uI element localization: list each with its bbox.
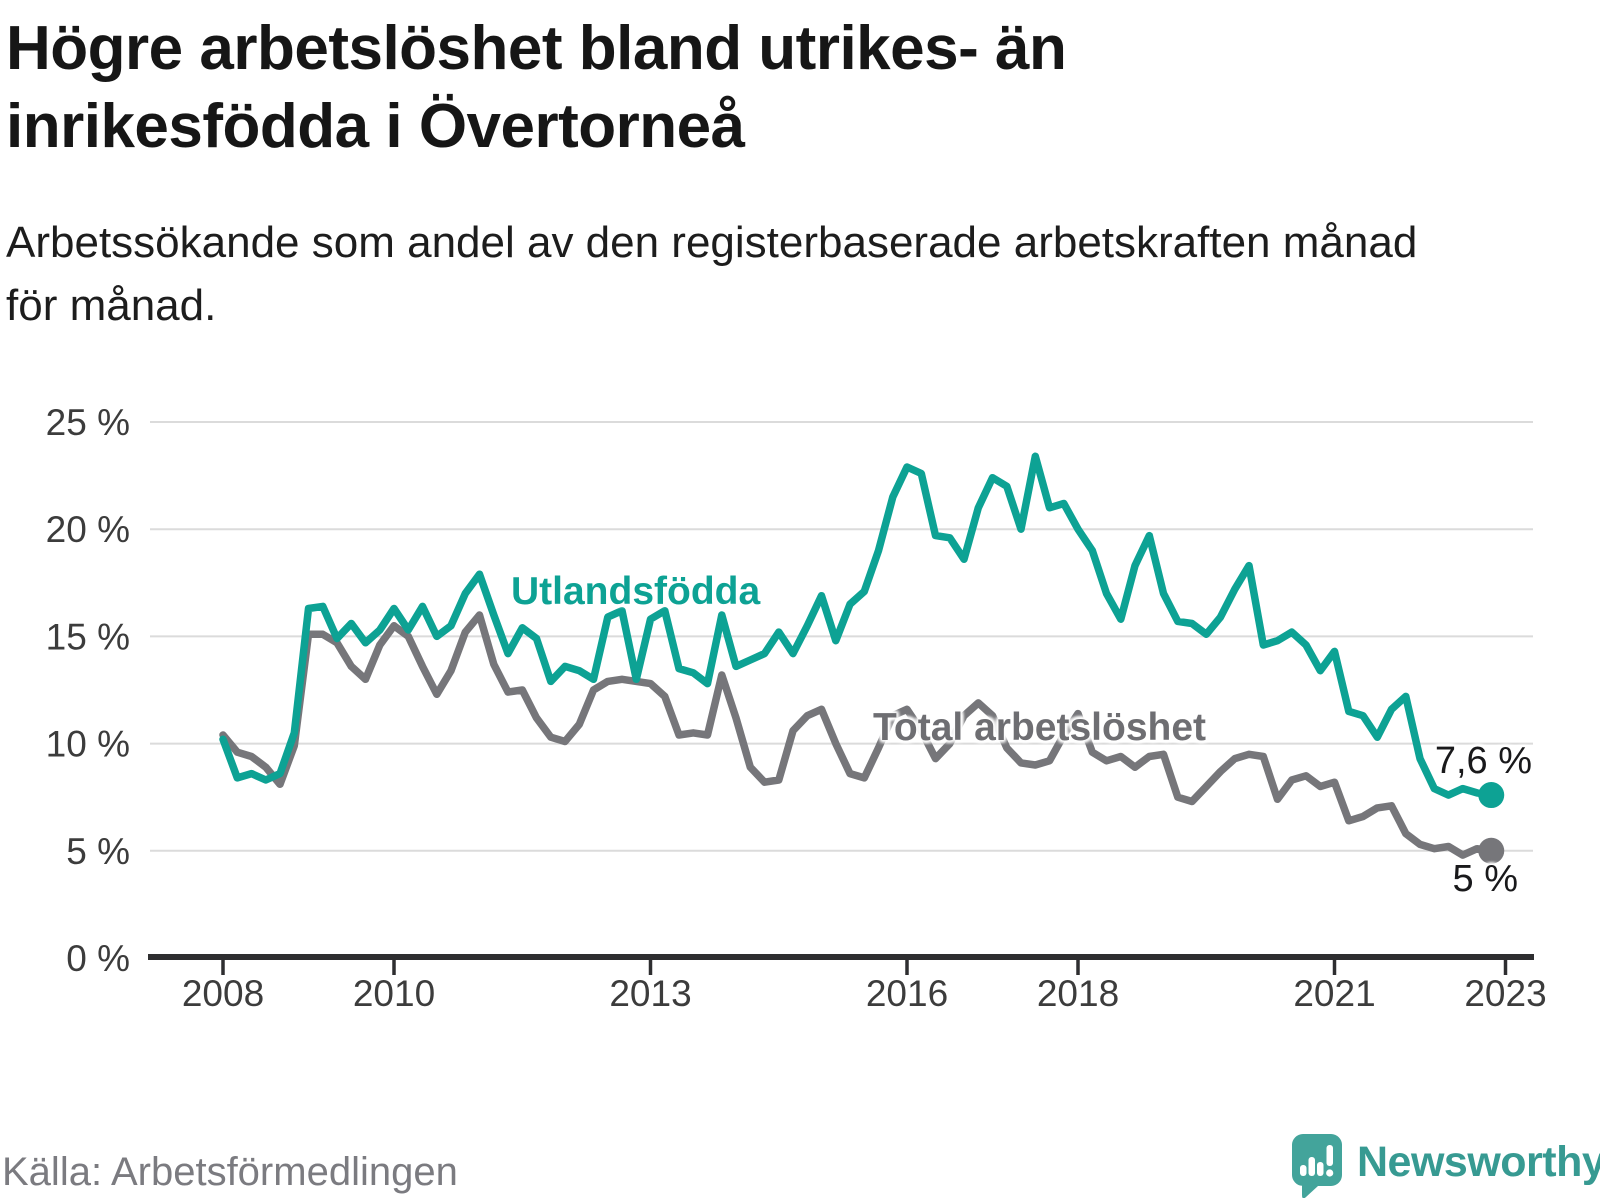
y-axis-tick-label: 5 % bbox=[66, 831, 130, 872]
x-axis-tick-label: 2016 bbox=[866, 973, 948, 1014]
bar-chart-pin-icon bbox=[1292, 1134, 1342, 1198]
x-axis-tick-label: 2018 bbox=[1037, 973, 1119, 1014]
x-axis-tick-label: 2008 bbox=[182, 973, 264, 1014]
end-dot-total bbox=[1478, 837, 1505, 864]
newsworthy-brand-text: Newsworthy bbox=[1357, 1137, 1600, 1186]
series-label-utlandsfodda: Utlandsfödda bbox=[511, 570, 761, 613]
end-value-label-utlandsfodda: 7,6 % bbox=[1434, 740, 1532, 782]
series-label-total-arbetsloshet: Total arbetslöshet bbox=[873, 706, 1207, 749]
x-axis-tick-label: 2023 bbox=[1464, 973, 1546, 1014]
y-axis-tick-label: 20 % bbox=[46, 509, 130, 550]
chart-subtitle: Arbetssökande som andel av den registerb… bbox=[6, 212, 1576, 338]
y-axis-tick-label: 25 % bbox=[46, 402, 130, 443]
x-axis-tick-label: 2010 bbox=[353, 973, 435, 1014]
source-note: Källa: Arbetsförmedlingen bbox=[2, 1150, 458, 1194]
newsworthy-logo: Newsworthy bbox=[1292, 1134, 1600, 1198]
chart-title-line2: inrikesfödda i Övertorneå bbox=[6, 92, 745, 162]
chart-title: Högre arbetslöshet bland utrikes- än inr… bbox=[6, 10, 1576, 166]
chart-title-line1: Högre arbetslöshet bland utrikes- än bbox=[6, 14, 1067, 83]
x-axis-tick-label: 2021 bbox=[1293, 973, 1375, 1014]
chart-subtitle-line1: Arbetssökande som andel av den registerb… bbox=[6, 218, 1418, 267]
end-value-label-total: 5 % bbox=[1452, 858, 1518, 900]
series-line-utlandsfodda bbox=[219, 452, 1496, 799]
y-axis-tick-label: 15 % bbox=[46, 616, 130, 657]
x-axis-tick-label: 2013 bbox=[609, 973, 691, 1014]
end-dot-utlandsfodda bbox=[1478, 782, 1505, 809]
chart-subtitle-line2: för månad. bbox=[6, 280, 217, 330]
series-line-total bbox=[219, 611, 1496, 859]
y-axis-tick-label: 10 % bbox=[46, 724, 130, 765]
y-axis-tick-label: 0 % bbox=[66, 938, 130, 979]
